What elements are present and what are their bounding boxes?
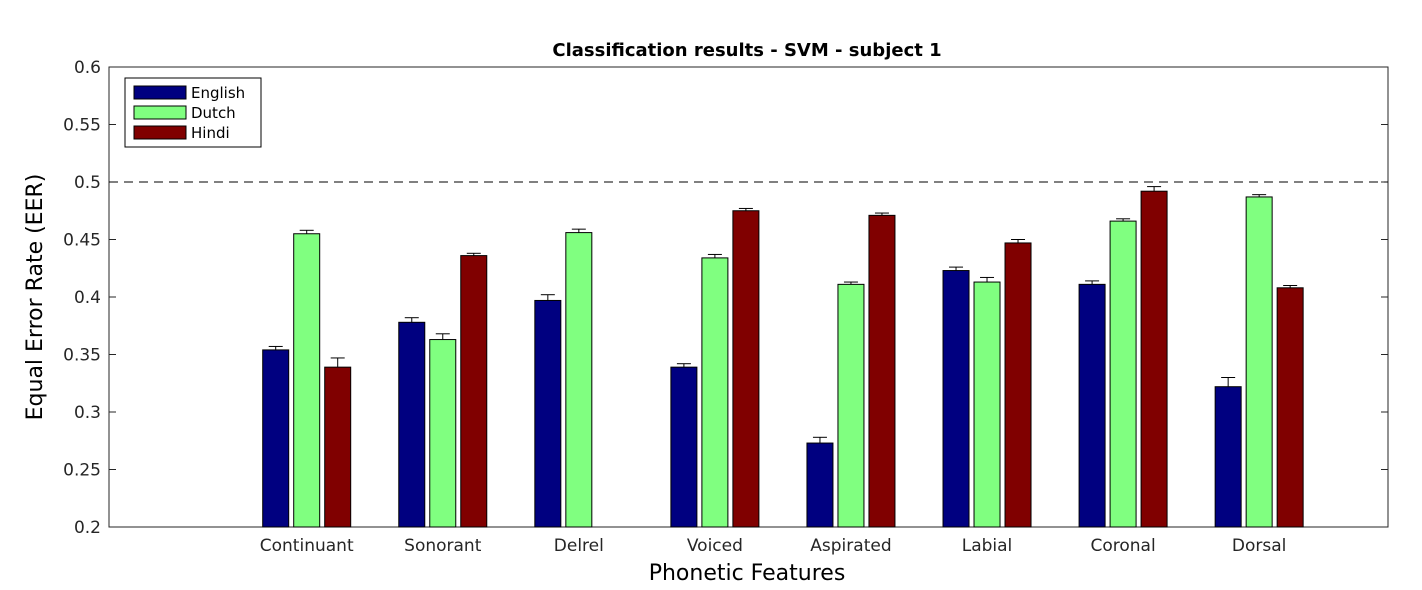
y-tick-label: 0.3: [74, 403, 101, 423]
y-tick-label: 0.4: [74, 288, 101, 308]
x-tick-label: Coronal: [1090, 536, 1155, 556]
bar: [868, 214, 896, 528]
bar: [565, 232, 593, 528]
x-tick-label: Labial: [962, 536, 1013, 556]
legend-label: Dutch: [191, 104, 236, 122]
legend-swatch: [133, 105, 187, 120]
bar: [398, 321, 426, 528]
x-axis-title: Phonetic Features: [649, 561, 846, 586]
x-tick-label: Delrel: [554, 536, 604, 556]
legend-swatch: [133, 125, 187, 140]
y-tick-label: 0.2: [74, 518, 101, 538]
chart-title: Classification results - SVM - subject 1: [552, 40, 941, 61]
y-axis-title: Equal Error Rate (EER): [23, 174, 48, 421]
legend-label: Hindi: [191, 124, 230, 142]
y-tick-label: 0.5: [74, 173, 101, 193]
bar: [701, 257, 729, 528]
bar: [1004, 242, 1032, 528]
bar: [1109, 220, 1137, 528]
bar: [670, 366, 698, 528]
bar: [732, 210, 760, 528]
bar: [324, 366, 352, 528]
bar: [1140, 190, 1168, 528]
bar: [1214, 386, 1242, 528]
legend-swatch: [133, 85, 187, 100]
legend-label: English: [191, 84, 245, 102]
x-tick-label: Dorsal: [1232, 536, 1286, 556]
bar: [973, 281, 1001, 528]
x-tick-label: Sonorant: [404, 536, 482, 556]
y-tick-label: 0.45: [63, 231, 101, 251]
bar: [1245, 196, 1273, 528]
bar: [1276, 287, 1304, 528]
bar: [262, 349, 290, 528]
y-tick-label: 0.25: [63, 461, 101, 481]
y-tick-label: 0.55: [63, 116, 101, 136]
bar: [806, 442, 834, 528]
y-tick-label: 0.6: [74, 58, 101, 78]
x-tick-label: Voiced: [687, 536, 743, 556]
bar: [1078, 283, 1106, 528]
bar: [534, 299, 562, 528]
y-tick-label: 0.35: [63, 346, 101, 366]
bar: [942, 270, 970, 528]
x-tick-label: Continuant: [260, 536, 354, 556]
bar: [460, 255, 488, 528]
bar: [837, 283, 865, 528]
bar: [429, 339, 457, 528]
x-tick-label: Aspirated: [810, 536, 891, 556]
bar: [293, 233, 321, 528]
